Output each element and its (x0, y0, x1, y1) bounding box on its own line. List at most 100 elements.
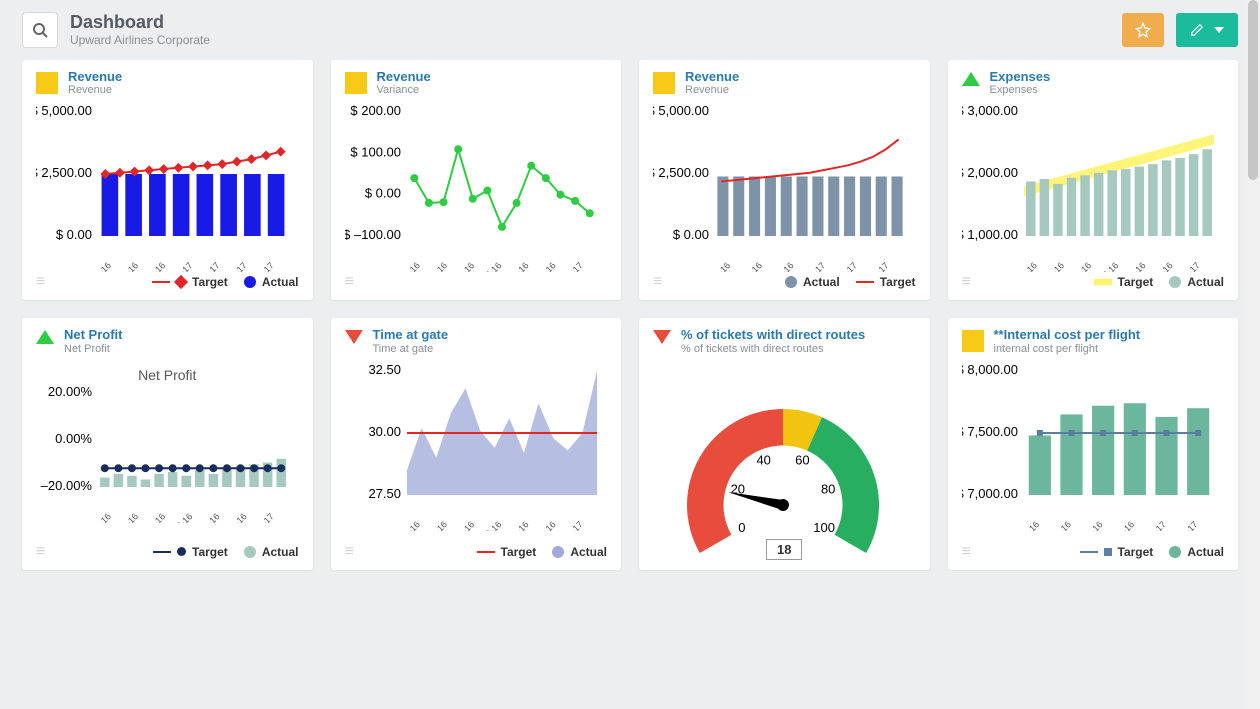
svg-text:Jan-17: Jan-17 (1141, 519, 1168, 531)
card-subtitle: Net Profit (64, 343, 123, 355)
search-button[interactable] (22, 12, 58, 48)
chart-netprofit: 20.00%0.00%–20.00%Jan-16Mar-16May-16Jul-… (36, 383, 299, 542)
chart-menu-icon[interactable]: ≡ (962, 274, 971, 290)
svg-text:$ 7,000.00: $ 7,000.00 (962, 486, 1018, 501)
card-title[interactable]: **Internal cost per flight (994, 328, 1141, 342)
svg-text:$ 2,500.00: $ 2,500.00 (653, 165, 709, 180)
chart-menu-icon[interactable]: ≡ (36, 544, 45, 560)
svg-text:Jan-16: Jan-16 (395, 261, 422, 273)
trend-up-icon (962, 72, 980, 86)
svg-text:60: 60 (795, 452, 809, 467)
card-title[interactable]: Revenue (68, 70, 122, 84)
svg-text:Jan-16: Jan-16 (395, 519, 422, 531)
svg-text:Nov-16: Nov-16 (530, 261, 558, 273)
chart-menu-icon[interactable]: ≡ (36, 274, 45, 290)
svg-text:Jul-16: Jul-16 (1096, 261, 1120, 273)
card-title[interactable]: Net Profit (64, 328, 123, 342)
legend-item: Actual (552, 545, 607, 559)
svg-text:May-16: May-16 (736, 261, 764, 273)
page-title: Dashboard (70, 13, 210, 33)
chart-directroutes: 020406080100 (653, 361, 916, 561)
svg-text:Dec-16: Dec-16 (140, 261, 168, 273)
chart-menu-icon[interactable]: ≡ (345, 274, 354, 290)
svg-text:0.00%: 0.00% (55, 431, 92, 446)
svg-text:Jul-16: Jul-16 (170, 511, 194, 523)
svg-text:$ 2,500.00: $ 2,500.00 (36, 165, 92, 180)
svg-text:$ 3,000.00: $ 3,000.00 (962, 103, 1018, 118)
svg-text:Nov-16: Nov-16 (530, 519, 558, 531)
card-title[interactable]: Revenue (377, 70, 431, 84)
card-subtitle: Time at gate (373, 343, 449, 355)
card-title[interactable]: % of tickets with direct routes (681, 328, 865, 342)
svg-text:May-16: May-16 (139, 511, 167, 523)
svg-text:Feb-17: Feb-17 (167, 261, 194, 273)
chart-costflight: $ 8,000.00$ 7,500.00$ 7,000.00Sep-16Oct-… (962, 361, 1225, 542)
svg-text:Feb-17: Feb-17 (1172, 519, 1199, 531)
card-timegate: Time at gateTime at gate32.5030.0027.50J… (331, 318, 622, 569)
svg-text:Jan-17: Jan-17 (1175, 261, 1202, 273)
chart-menu-icon[interactable]: ≡ (653, 274, 662, 290)
card-directroutes: % of tickets with direct routes% of tick… (639, 318, 930, 569)
svg-text:$ 0.00: $ 0.00 (56, 227, 92, 242)
svg-text:Apr-17: Apr-17 (195, 261, 221, 273)
card-title[interactable]: Expenses (990, 70, 1051, 84)
svg-text:$ 0.00: $ 0.00 (673, 227, 709, 242)
svg-text:$ 2,000.00: $ 2,000.00 (962, 165, 1018, 180)
svg-text:Jan-16: Jan-16 (706, 261, 733, 273)
chart-revenue_var: $ 200.00$ 100.00$ 0.00$ –100.00Jan-16Mar… (345, 102, 608, 272)
status-square-icon (36, 72, 58, 94)
page-scrollbar[interactable] (1246, 0, 1260, 709)
svg-text:Nov-16: Nov-16 (1076, 519, 1104, 531)
svg-text:$ 7,500.00: $ 7,500.00 (962, 424, 1018, 439)
svg-text:Sep-17: Sep-17 (863, 261, 891, 273)
card-title[interactable]: Time at gate (373, 328, 449, 342)
legend-item: Target (477, 545, 537, 559)
star-icon (1135, 22, 1151, 38)
svg-text:40: 40 (756, 452, 770, 467)
card-revenue1: RevenueRevenue$ 5,000.00$ 2,500.00$ 0.00… (22, 60, 313, 300)
card-subtitle: Variance (377, 84, 431, 96)
svg-text:Aug-16: Aug-16 (85, 261, 113, 273)
card-subtitle: Revenue (685, 84, 739, 96)
svg-text:$ 0.00: $ 0.00 (364, 186, 400, 201)
svg-text:$ 100.00: $ 100.00 (350, 145, 401, 160)
svg-text:Jan-17: Jan-17 (558, 519, 585, 531)
trend-up-icon (36, 330, 54, 344)
svg-text:Sep-16: Sep-16 (194, 511, 222, 523)
card-subtitle: % of tickets with direct routes (681, 343, 865, 355)
legend-item: Actual (1169, 545, 1224, 559)
edit-dropdown-button[interactable] (1176, 13, 1238, 47)
svg-text:Mar-16: Mar-16 (421, 519, 448, 531)
svg-text:32.50: 32.50 (368, 362, 401, 377)
card-expenses: ExpensesExpenses $ 3,000.00 $ 2,000.00 $ 1,… (948, 60, 1239, 300)
chart-menu-icon[interactable]: ≡ (962, 544, 971, 560)
svg-text:Mar-16: Mar-16 (113, 511, 140, 523)
svg-text:$ 1,000.00: $ 1,000.00 (962, 227, 1018, 242)
svg-text:–20.00%: –20.00% (41, 478, 93, 493)
card-subtitle: Expenses (990, 84, 1051, 96)
page-subtitle: Upward Airlines Corporate (70, 33, 210, 47)
svg-text:27.50: 27.50 (368, 486, 401, 501)
svg-text:100: 100 (813, 519, 835, 534)
chart-menu-icon[interactable]: ≡ (345, 544, 354, 560)
svg-text:Jan-17: Jan-17 (801, 261, 828, 273)
svg-text:Sep-16: Sep-16 (1119, 261, 1147, 273)
legend-item: Actual (785, 275, 840, 289)
legend-item: Target (856, 275, 916, 289)
status-square-icon (345, 72, 367, 94)
legend-item: Target (153, 545, 228, 559)
svg-text:Oct-16: Oct-16 (114, 261, 140, 273)
status-square-icon (962, 330, 984, 352)
svg-text:Aug-17: Aug-17 (248, 261, 276, 273)
svg-text:May-16: May-16 (1064, 261, 1092, 273)
chart-title: Net Profit (36, 367, 299, 383)
card-title[interactable]: Revenue (685, 70, 739, 84)
edit-icon (1190, 23, 1204, 37)
svg-text:$ 5,000.00: $ 5,000.00 (653, 103, 709, 118)
legend-item: Target (152, 275, 228, 289)
legend-item: Actual (1169, 275, 1224, 289)
chart-timegate: 32.5030.0027.50Jan-16Mar-16May-16Jul-16S… (345, 361, 608, 542)
trend-down-icon (653, 330, 671, 344)
favorite-button[interactable] (1122, 13, 1164, 47)
card-subtitle: internal cost per flight (994, 343, 1141, 355)
